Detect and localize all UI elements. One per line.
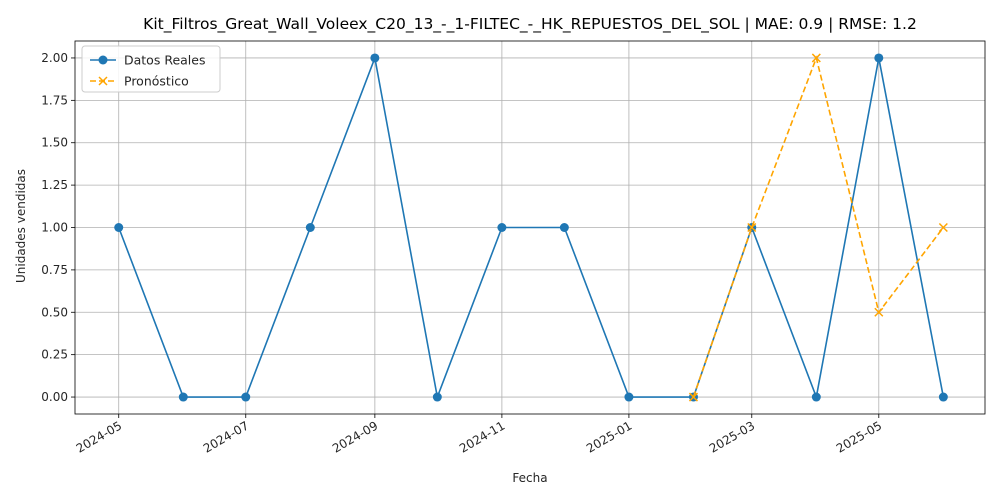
plot-frame [74, 40, 986, 415]
chart-title: Kit_Filtros_Great_Wall_Voleex_C20_13_-_1… [143, 15, 917, 34]
legend-box [81, 45, 221, 93]
y-axis-label: Unidades vendidas [14, 169, 28, 283]
y-tick-label: 2.00 [41, 51, 68, 65]
y-tick-label: 1.25 [41, 178, 68, 192]
data-point [874, 53, 884, 63]
data-point [938, 392, 948, 402]
data-point [624, 392, 634, 402]
y-tick-label: 1.75 [41, 93, 68, 107]
y-tick-label: 0.25 [41, 348, 68, 362]
series-layer [114, 53, 948, 402]
data-point [370, 53, 380, 63]
y-tick-label: 0.75 [41, 263, 68, 277]
legend: Datos Reales Pronóstico [81, 45, 221, 93]
data-point [688, 392, 698, 402]
data-point [811, 392, 821, 402]
legend-marker [98, 76, 108, 86]
data-point [178, 392, 188, 402]
legend-entry: Pronóstico [90, 74, 189, 89]
x-axis-label: Fecha [512, 471, 547, 485]
legend-label: Pronóstico [124, 74, 189, 89]
series-line [117, 54, 945, 401]
data-point [114, 223, 124, 232]
data-point [497, 223, 507, 232]
y-tick-label: 1.00 [41, 221, 68, 235]
data-point [559, 223, 569, 232]
data-point [938, 222, 948, 233]
legend-entry: Datos Reales [90, 53, 205, 68]
series-0 [114, 53, 948, 402]
legend-label: Datos Reales [124, 53, 205, 68]
data-point [241, 392, 251, 402]
data-point [305, 223, 315, 232]
series-1 [688, 53, 948, 402]
axes [71, 40, 986, 418]
y-tick-label: 0.00 [41, 390, 68, 404]
legend-marker [98, 55, 108, 65]
data-point [874, 307, 884, 317]
data-point [747, 222, 757, 233]
y-tick-label: 1.50 [41, 136, 68, 150]
data-point [811, 53, 821, 63]
data-point [432, 392, 442, 402]
y-tick-label: 0.50 [41, 305, 68, 319]
